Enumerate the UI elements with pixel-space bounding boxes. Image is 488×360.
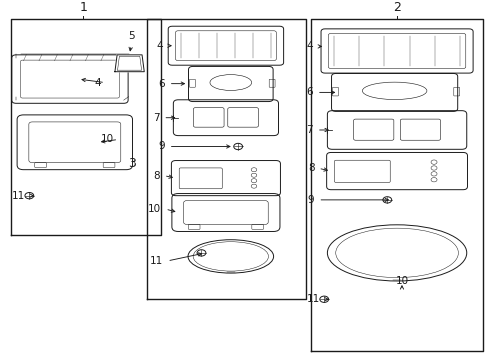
- Text: 11: 11: [150, 256, 163, 266]
- Text: 9: 9: [158, 141, 164, 152]
- Text: 6: 6: [305, 87, 312, 98]
- Text: 1: 1: [79, 1, 87, 14]
- Text: 11: 11: [12, 191, 25, 201]
- Text: 4: 4: [305, 41, 312, 51]
- Text: 2: 2: [392, 1, 400, 14]
- Text: 3: 3: [128, 157, 136, 170]
- Text: 8: 8: [153, 171, 160, 181]
- Text: 11: 11: [306, 294, 320, 304]
- Text: 7: 7: [305, 125, 312, 135]
- Polygon shape: [115, 55, 144, 72]
- Text: 4: 4: [94, 78, 101, 87]
- Text: 9: 9: [307, 195, 314, 205]
- Text: 10: 10: [101, 135, 114, 144]
- Text: 6: 6: [158, 78, 164, 89]
- Text: 10: 10: [395, 276, 407, 286]
- Text: 10: 10: [148, 204, 161, 214]
- Text: 8: 8: [307, 163, 314, 173]
- Text: 4: 4: [156, 41, 163, 51]
- Text: 7: 7: [152, 113, 159, 123]
- Text: 5: 5: [127, 31, 134, 41]
